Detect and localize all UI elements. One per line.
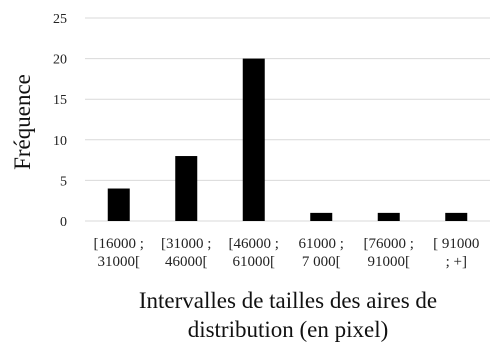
y-tick-label: 5: [60, 174, 67, 189]
x-tick-label: 61000[: [233, 254, 276, 270]
y-tick-label: 10: [53, 134, 67, 149]
x-tick-label: [16000 ;: [94, 236, 144, 252]
x-axis-label-line-1: Intervalles de tailles des aires de: [139, 288, 437, 313]
y-tick-label: 25: [53, 12, 67, 27]
y-axis-ticks: 0 5 10 15 20 25: [53, 12, 67, 230]
y-tick-label: 20: [53, 53, 67, 68]
x-axis-label-line-2: distribution (en pixel): [188, 317, 389, 342]
bars: [107, 58, 468, 221]
y-tick-label: 0: [60, 215, 67, 230]
x-axis-category-labels: [16000 ; 31000[ [31000 ; 46000[ [46000 ; 6100…: [94, 236, 480, 270]
bar: [242, 58, 265, 221]
x-tick-label: [31000 ;: [161, 236, 211, 252]
bar: [310, 212, 333, 221]
x-tick-label: [76000 ;: [364, 236, 414, 252]
x-tick-label: 91000[: [368, 254, 411, 270]
x-tick-label: 61000 ;: [299, 236, 344, 252]
bar: [175, 156, 198, 221]
x-tick-label: 46000[: [165, 254, 208, 270]
x-tick-label: [46000 ;: [229, 236, 279, 252]
bar: [107, 188, 130, 221]
bar: [445, 212, 468, 221]
y-axis-label: Fréquence: [10, 74, 35, 170]
x-tick-label: [ 91000: [433, 236, 479, 252]
gridlines: [85, 17, 490, 222]
y-tick-label: 15: [53, 93, 67, 108]
x-tick-label: 31000[: [98, 254, 141, 270]
x-tick-label: 7 000[: [302, 254, 341, 270]
bar: [377, 212, 400, 221]
x-tick-label: ; +]: [446, 254, 467, 270]
